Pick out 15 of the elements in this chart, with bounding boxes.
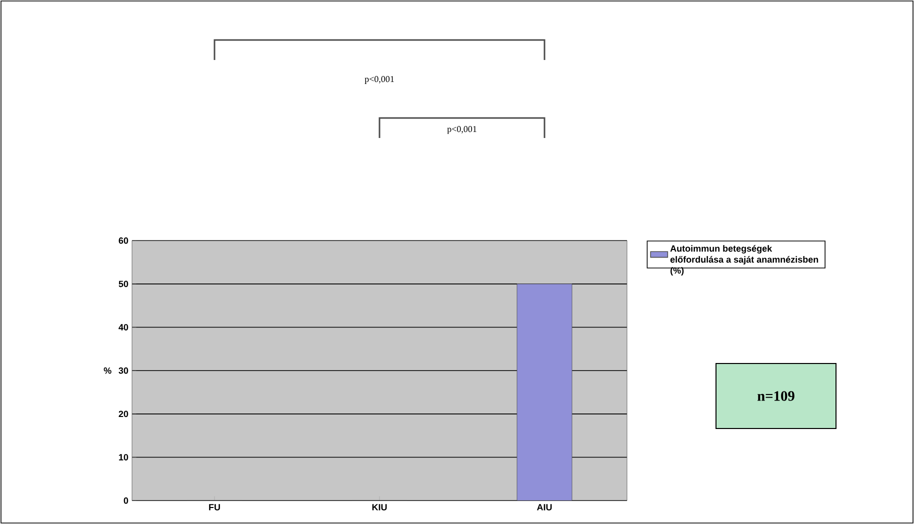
y-tick-label: 10 [119, 454, 128, 460]
x-tick-label: FU [209, 504, 220, 510]
x-tick-label: KIU [372, 504, 387, 510]
y-tick-label: 50 [118, 280, 128, 288]
y-tick-label: 0 [124, 497, 128, 504]
text: p<0,001 [447, 126, 476, 134]
x-tick-label: AIU [536, 504, 552, 510]
text: n=109 [757, 391, 794, 401]
y-tick-label: 40 [118, 324, 128, 330]
y-tick-label: 60 [118, 237, 128, 244]
y-axis-title: % [104, 367, 112, 374]
y-tick-label: 30 [118, 367, 128, 374]
legend-label: Autoimmun betegségek előfordulása a saját anamnézisben (%) [670, 244, 818, 276]
text: p<0,001 [364, 76, 394, 84]
y-tick-label: 20 [118, 410, 128, 418]
